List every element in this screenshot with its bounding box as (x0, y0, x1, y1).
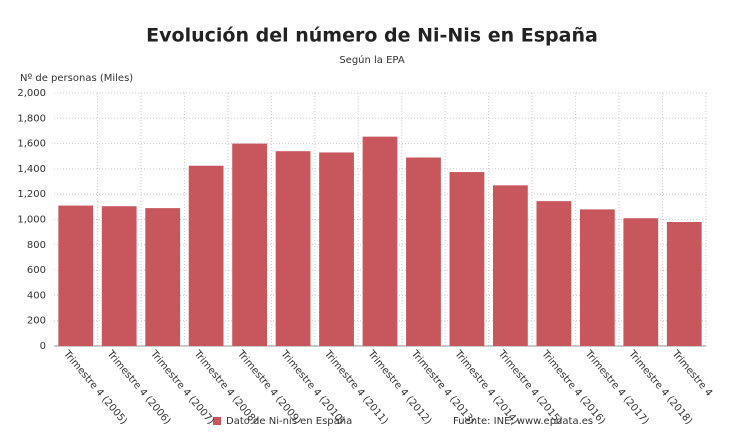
chart-subtitle: Según la EPA (339, 54, 404, 66)
y-tick-label: 800 (27, 240, 46, 251)
y-tick-label: 1,600 (17, 139, 46, 150)
bar (406, 157, 441, 346)
bar (319, 152, 354, 346)
bar (275, 151, 311, 346)
source: Fuente: INE, www.epdata.es (453, 416, 593, 427)
bar (101, 206, 137, 346)
bar (362, 136, 398, 346)
y-tick-label: 200 (27, 316, 46, 327)
y-tick-label: 1,000 (17, 215, 46, 226)
bar (623, 218, 659, 346)
x-tick-label: Trimestre 4 (669, 348, 714, 399)
y-tick-label: 1,400 (17, 164, 46, 175)
chart-title: Evolución del número de Ni-Nis en España (146, 25, 598, 47)
y-tick-label: 1,800 (17, 113, 46, 124)
bar (145, 208, 181, 346)
bar (58, 205, 94, 346)
y-tick-label: 1,200 (17, 189, 46, 200)
y-tick-label: 2,000 (17, 88, 46, 99)
bar (536, 201, 572, 346)
legend-swatch (213, 417, 221, 425)
y-tick-label: 0 (40, 341, 46, 352)
y-tick-label: 600 (27, 265, 46, 276)
y-tick-label: 400 (27, 290, 46, 301)
bar (579, 209, 615, 346)
bar (232, 143, 267, 346)
bar (449, 172, 485, 346)
bar (666, 222, 702, 346)
bar (493, 185, 528, 346)
y-axis-label: Nº de personas (Miles) (20, 73, 133, 84)
bar (188, 165, 224, 346)
legend-label: Dato de Ni-nis en España (226, 416, 352, 427)
